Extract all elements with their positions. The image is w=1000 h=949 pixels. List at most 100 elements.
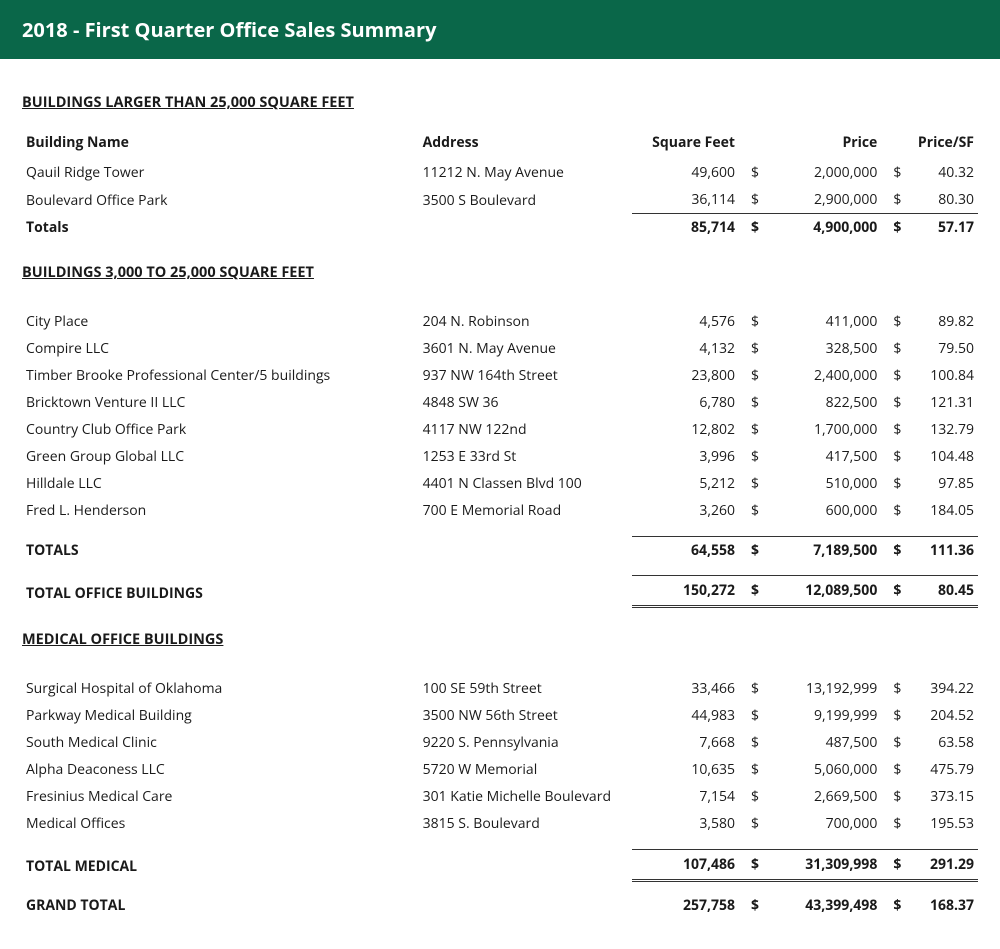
cell-sqft: 10,635 bbox=[632, 756, 739, 783]
cell-psf: 79.50 bbox=[912, 335, 978, 362]
cell-address: 3815 S. Boulevard bbox=[419, 810, 633, 837]
totals-psf: 111.36 bbox=[912, 536, 978, 564]
dollar-sign: $ bbox=[881, 362, 912, 389]
dollar-sign: $ bbox=[739, 335, 770, 362]
total-office-label: TOTAL OFFICE BUILDINGS bbox=[22, 576, 419, 607]
cell-psf: 475.79 bbox=[912, 756, 978, 783]
cell-address: 100 SE 59th Street bbox=[419, 675, 633, 702]
total-office-sqft: 150,272 bbox=[632, 576, 739, 607]
page-title: 2018 - First Quarter Office Sales Summar… bbox=[0, 0, 1000, 59]
cell-price: 417,500 bbox=[769, 443, 881, 470]
table-row: Green Group Global LLC1253 E 33rd St3,99… bbox=[22, 443, 978, 470]
dollar-sign: $ bbox=[881, 214, 912, 242]
table-row: South Medical Clinic9220 S. Pennsylvania… bbox=[22, 729, 978, 756]
dollar-sign: $ bbox=[881, 756, 912, 783]
cell-price: 411,000 bbox=[769, 308, 881, 335]
cell-sqft: 33,466 bbox=[632, 675, 739, 702]
dollar-sign: $ bbox=[881, 810, 912, 837]
dollar-sign: $ bbox=[881, 159, 912, 186]
dollar-sign: $ bbox=[739, 214, 770, 242]
totals-label: TOTAL MEDICAL bbox=[22, 849, 419, 880]
cell-psf: 100.84 bbox=[912, 362, 978, 389]
section3-totals: TOTAL MEDICAL 107,486 $ 31,309,998 $ 291… bbox=[22, 849, 978, 880]
table-row: Qauil Ridge Tower11212 N. May Avenue49,6… bbox=[22, 159, 978, 186]
cell-psf: 204.52 bbox=[912, 702, 978, 729]
cell-address: 3601 N. May Avenue bbox=[419, 335, 633, 362]
cell-name: Compire LLC bbox=[22, 335, 419, 362]
cell-sqft: 4,576 bbox=[632, 308, 739, 335]
table-row: Bricktown Venture II LLC4848 SW 366,780$… bbox=[22, 389, 978, 416]
totals-sqft: 107,486 bbox=[632, 849, 739, 880]
cell-sqft: 44,983 bbox=[632, 702, 739, 729]
totals-label: Totals bbox=[22, 214, 419, 242]
cell-address: 9220 S. Pennsylvania bbox=[419, 729, 633, 756]
section3-heading: MEDICAL OFFICE BUILDINGS bbox=[22, 630, 978, 649]
table-row: Boulevard Office Park3500 S Boulevard36,… bbox=[22, 186, 978, 214]
cell-sqft: 4,132 bbox=[632, 335, 739, 362]
dollar-sign: $ bbox=[881, 702, 912, 729]
cell-price: 5,060,000 bbox=[769, 756, 881, 783]
section2-heading: BUILDINGS 3,000 TO 25,000 SQUARE FEET bbox=[22, 263, 978, 282]
dollar-sign: $ bbox=[739, 849, 770, 880]
cell-psf: 63.58 bbox=[912, 729, 978, 756]
dollar-sign: $ bbox=[881, 675, 912, 702]
dollar-sign: $ bbox=[881, 186, 912, 214]
cell-sqft: 3,260 bbox=[632, 497, 739, 524]
col-psf: Price/SF bbox=[912, 126, 978, 159]
cell-price: 700,000 bbox=[769, 810, 881, 837]
cell-name: Bricktown Venture II LLC bbox=[22, 389, 419, 416]
cell-sqft: 7,154 bbox=[632, 783, 739, 810]
totals-psf: 291.29 bbox=[912, 849, 978, 880]
dollar-sign: $ bbox=[739, 470, 770, 497]
cell-price: 822,500 bbox=[769, 389, 881, 416]
cell-address: 5720 W Memorial bbox=[419, 756, 633, 783]
dollar-sign: $ bbox=[739, 536, 770, 564]
table-row: City Place204 N. Robinson4,576$411,000$8… bbox=[22, 308, 978, 335]
column-headers: Building Name Address Square Feet Price … bbox=[22, 126, 978, 159]
cell-price: 510,000 bbox=[769, 470, 881, 497]
dollar-sign: $ bbox=[739, 576, 770, 607]
dollar-sign: $ bbox=[739, 389, 770, 416]
section1-totals: Totals 85,714 $ 4,900,000 $ 57.17 bbox=[22, 214, 978, 242]
totals-price: 7,189,500 bbox=[769, 536, 881, 564]
cell-psf: 394.22 bbox=[912, 675, 978, 702]
cell-psf: 132.79 bbox=[912, 416, 978, 443]
section3-table: Surgical Hospital of Oklahoma100 SE 59th… bbox=[22, 663, 978, 919]
cell-name: Timber Brooke Professional Center/5 buil… bbox=[22, 362, 419, 389]
cell-address: 3500 NW 56th Street bbox=[419, 702, 633, 729]
total-office-row: TOTAL OFFICE BUILDINGS 150,272 $ 12,089,… bbox=[22, 576, 978, 607]
totals-sqft: 85,714 bbox=[632, 214, 739, 242]
table-row: Parkway Medical Building3500 NW 56th Str… bbox=[22, 702, 978, 729]
grand-total-row: GRAND TOTAL 257,758 $ 43,399,498 $ 168.3… bbox=[22, 892, 978, 919]
cell-name: Country Club Office Park bbox=[22, 416, 419, 443]
dollar-sign: $ bbox=[739, 756, 770, 783]
col-sqft: Square Feet bbox=[632, 126, 739, 159]
cell-sqft: 12,802 bbox=[632, 416, 739, 443]
col-name: Building Name bbox=[22, 126, 419, 159]
dollar-sign: $ bbox=[739, 783, 770, 810]
grand-total-price: 43,399,498 bbox=[769, 892, 881, 919]
section1-heading: BUILDINGS LARGER THAN 25,000 SQUARE FEET bbox=[22, 93, 978, 112]
totals-sqft: 64,558 bbox=[632, 536, 739, 564]
cell-price: 13,192,999 bbox=[769, 675, 881, 702]
dollar-sign: $ bbox=[881, 443, 912, 470]
cell-psf: 121.31 bbox=[912, 389, 978, 416]
dollar-sign: $ bbox=[739, 702, 770, 729]
cell-name: South Medical Clinic bbox=[22, 729, 419, 756]
table-row: Timber Brooke Professional Center/5 buil… bbox=[22, 362, 978, 389]
cell-name: Fred L. Henderson bbox=[22, 497, 419, 524]
cell-address: 4117 NW 122nd bbox=[419, 416, 633, 443]
dollar-sign: $ bbox=[881, 729, 912, 756]
cell-psf: 195.53 bbox=[912, 810, 978, 837]
cell-name: City Place bbox=[22, 308, 419, 335]
cell-name: Green Group Global LLC bbox=[22, 443, 419, 470]
cell-price: 600,000 bbox=[769, 497, 881, 524]
table-row: Fresinius Medical Care301 Katie Michelle… bbox=[22, 783, 978, 810]
dollar-sign: $ bbox=[739, 810, 770, 837]
cell-sqft: 7,668 bbox=[632, 729, 739, 756]
table-row: Medical Offices3815 S. Boulevard3,580$70… bbox=[22, 810, 978, 837]
table-row: Surgical Hospital of Oklahoma100 SE 59th… bbox=[22, 675, 978, 702]
cell-sqft: 23,800 bbox=[632, 362, 739, 389]
section2-table: City Place204 N. Robinson4,576$411,000$8… bbox=[22, 296, 978, 608]
cell-price: 487,500 bbox=[769, 729, 881, 756]
